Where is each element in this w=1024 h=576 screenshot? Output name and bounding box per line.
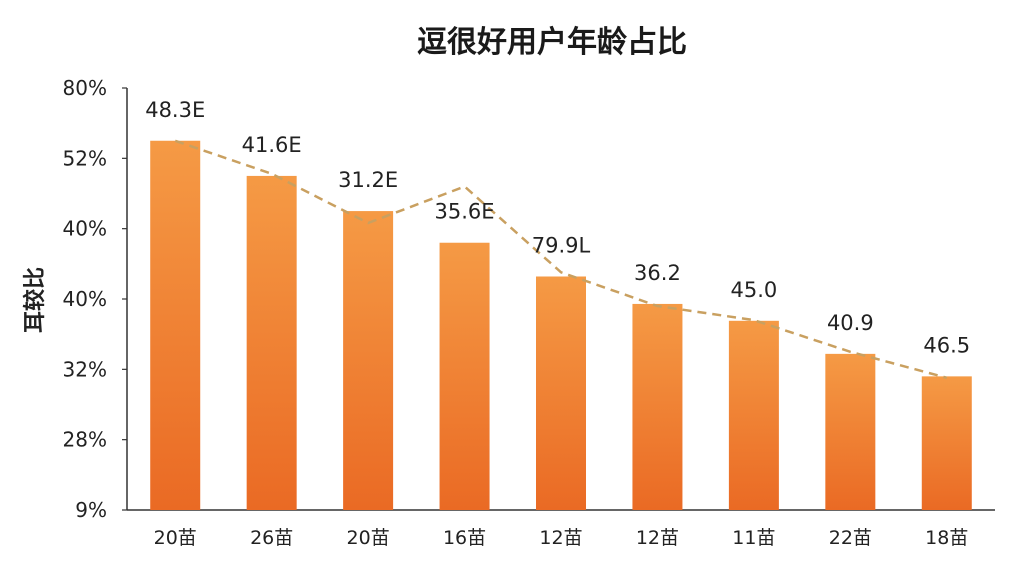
bar xyxy=(150,140,201,510)
bar xyxy=(246,175,297,510)
data-label: 48.3E xyxy=(145,98,205,122)
data-label: 41.6E xyxy=(242,133,302,157)
x-tick-label: 16苗 xyxy=(443,527,486,549)
bar xyxy=(632,303,683,510)
bar xyxy=(728,320,779,510)
y-tick-label: 9% xyxy=(75,498,107,522)
y-tick-label: 32% xyxy=(63,357,107,381)
x-tick-label: 20苗 xyxy=(154,527,197,549)
x-tick-label: 12苗 xyxy=(539,527,582,549)
bar xyxy=(825,353,876,510)
y-tick-label: 40% xyxy=(63,217,107,241)
data-label: 36.2 xyxy=(634,261,681,285)
bar xyxy=(921,376,972,510)
x-tick-label: 11苗 xyxy=(732,527,775,549)
chart-title: 逗很好用户年龄占比 xyxy=(417,25,687,60)
y-tick-label: 40% xyxy=(63,287,107,311)
x-tick-label: 22苗 xyxy=(829,527,872,549)
x-tick-group: 20苗 26苗 20苗 16苗 12苗 12苗 11苗 22苗 18苗 xyxy=(154,527,969,549)
x-tick-label: 12苗 xyxy=(636,527,679,549)
trend-line xyxy=(174,139,948,380)
x-tick-label: 18苗 xyxy=(925,527,968,549)
data-label: 46.5 xyxy=(923,333,970,357)
y-tick-label: 28% xyxy=(63,428,107,452)
bar xyxy=(343,211,394,511)
x-tick-label: 20苗 xyxy=(347,527,390,549)
data-label: 45.0 xyxy=(731,278,778,302)
data-label-group: 48.3E 41.6E 31.2E 35.6E 79.9L 36.2 45.0 40.9 46.… xyxy=(145,98,970,358)
data-label: 31.2E xyxy=(338,168,398,192)
x-tick-label: 26苗 xyxy=(250,527,293,549)
y-tick-group: 80% 52% 40% 40% 32% 28% 9% xyxy=(63,76,127,522)
bar xyxy=(536,276,586,510)
y-tick-label: 80% xyxy=(63,76,107,100)
bar-group xyxy=(150,140,972,511)
data-label: 35.6E xyxy=(435,200,495,224)
bar xyxy=(439,242,490,510)
data-label: 40.9 xyxy=(827,311,874,335)
y-axis-label: 耳较比 xyxy=(22,267,48,333)
data-label: 79.9L xyxy=(532,233,591,257)
y-tick-label: 52% xyxy=(63,146,107,170)
